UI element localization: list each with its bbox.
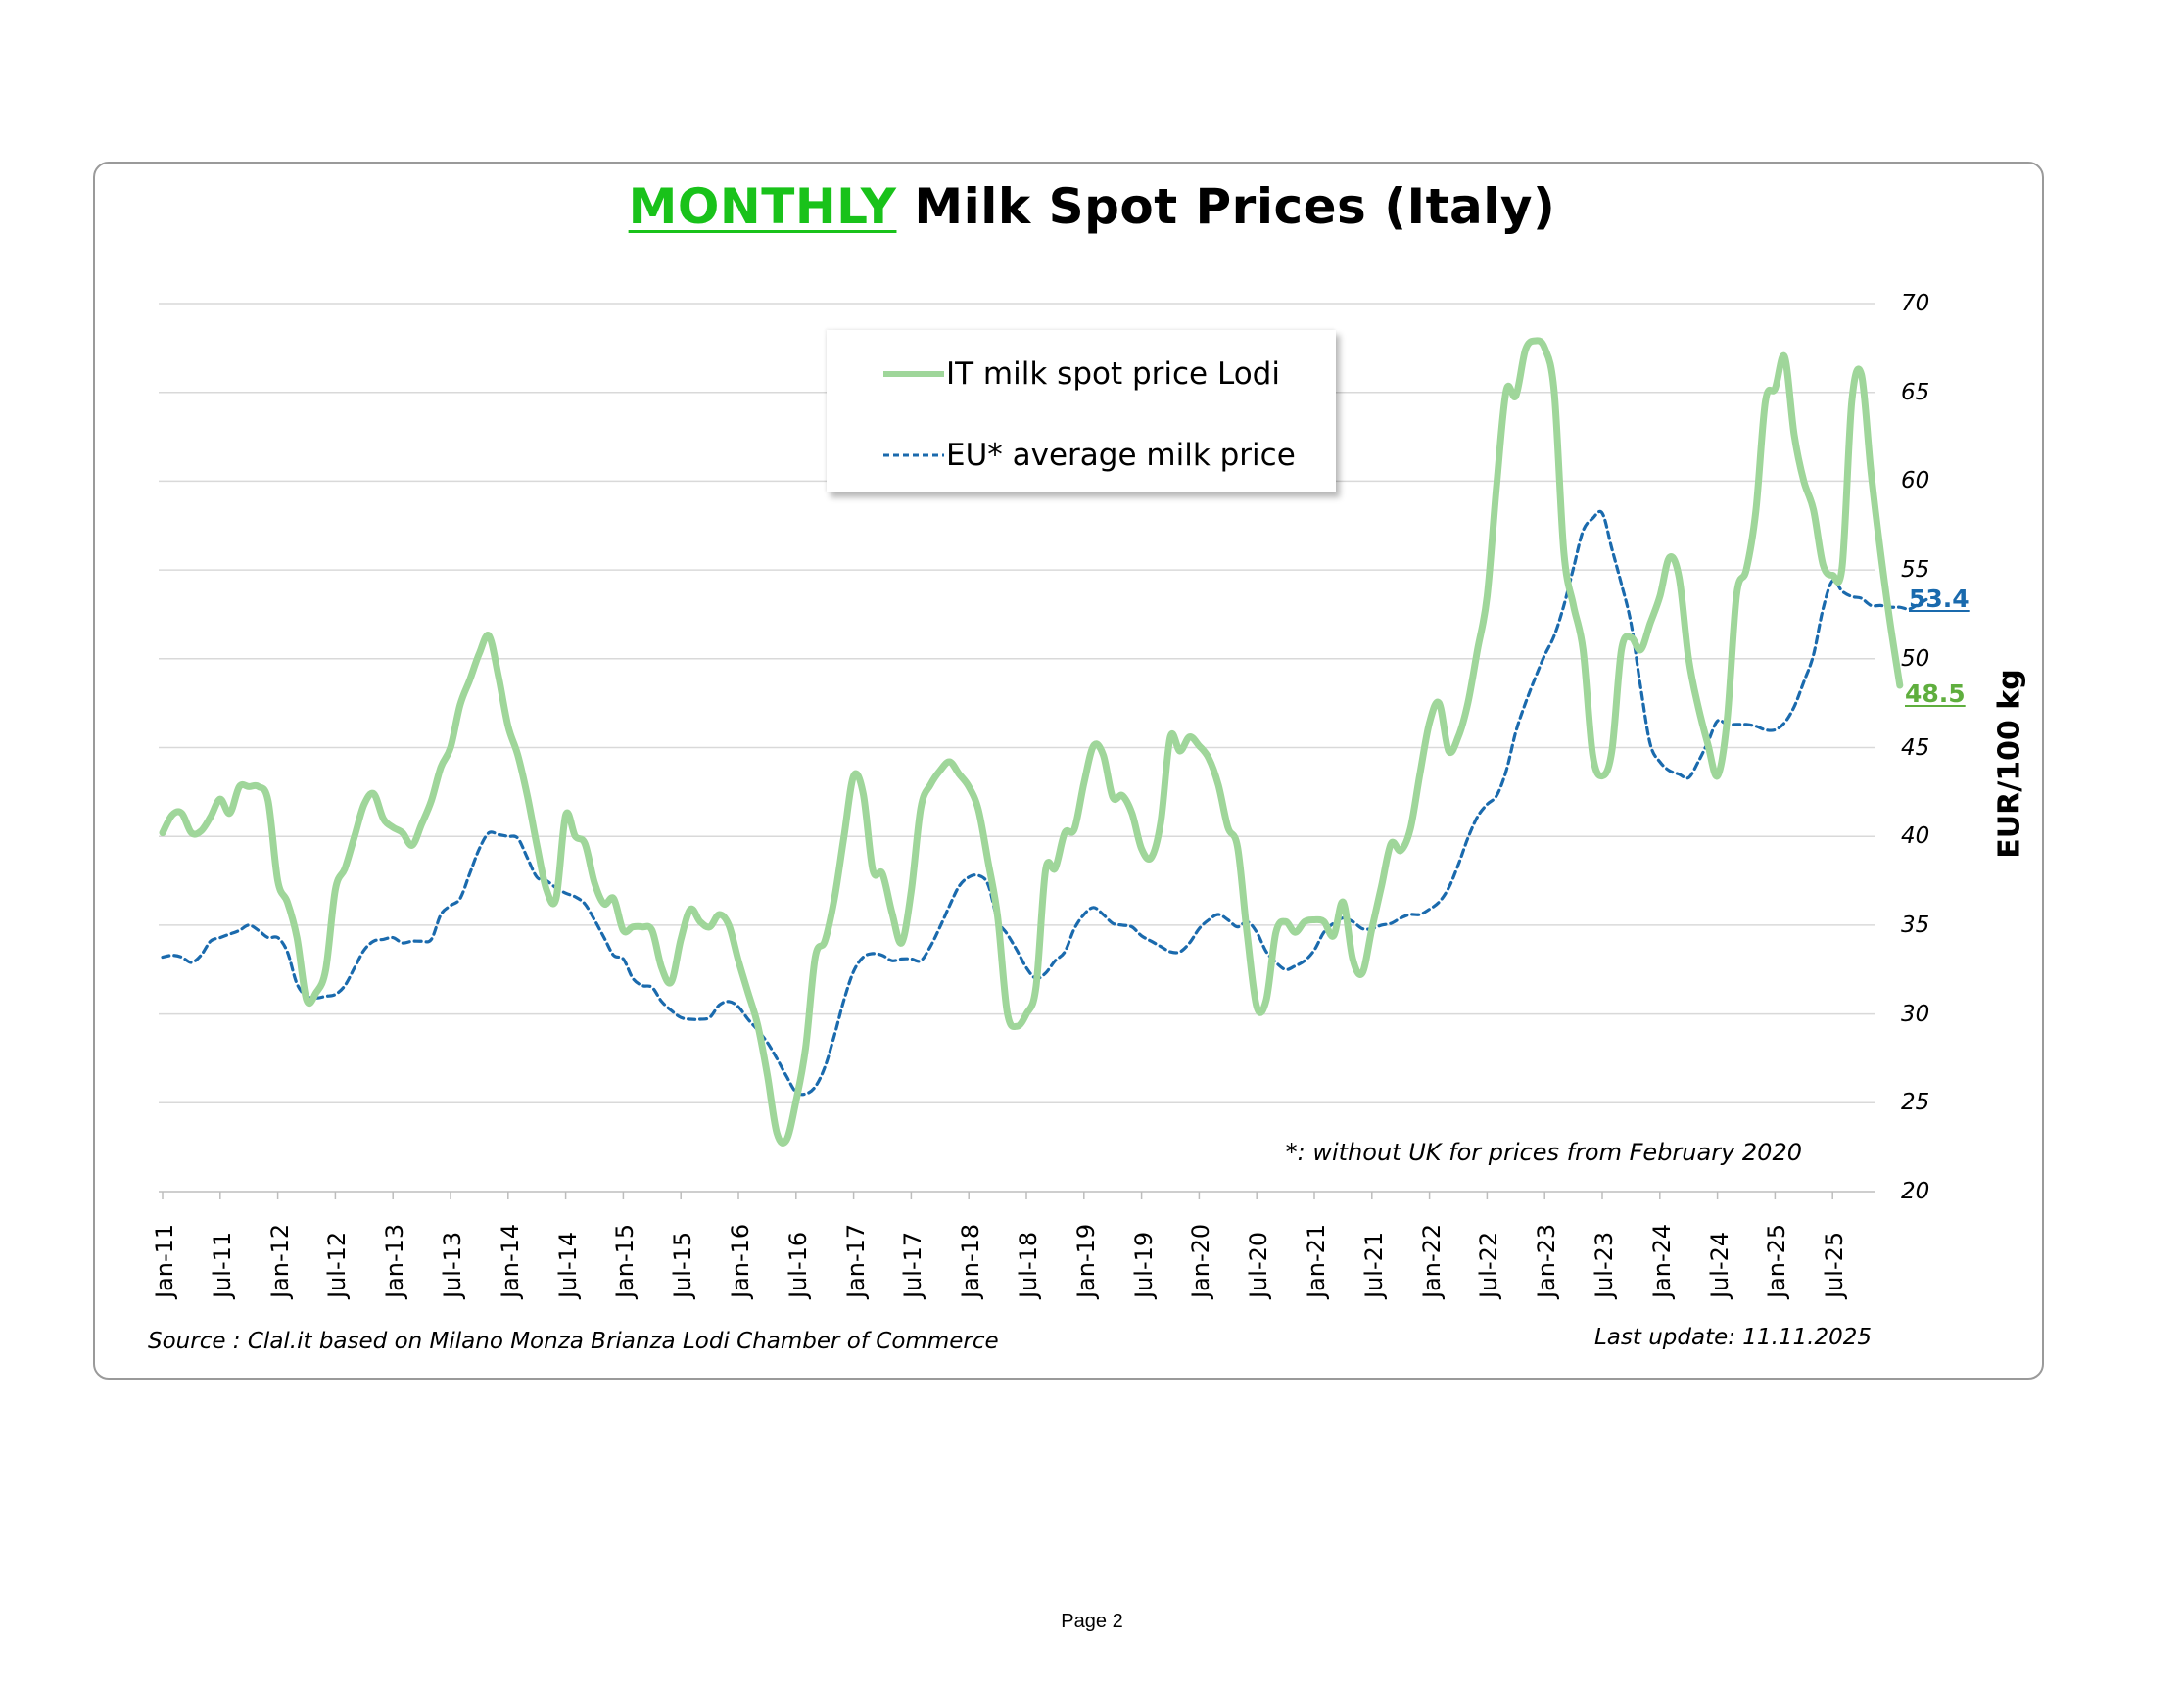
- x-tick-label: Jan-21: [1303, 1223, 1330, 1298]
- source-note: Source : Clal.it based on Milano Monza B…: [148, 1329, 999, 1354]
- end-value-eu: 53.4: [1909, 585, 1970, 613]
- x-tick-label: Jul-14: [553, 1231, 582, 1298]
- x-tick-label: Jul-17: [899, 1231, 927, 1298]
- y-tick-label: 25: [1901, 1090, 1930, 1116]
- x-tick-label: Jul-20: [1245, 1231, 1273, 1298]
- legend-label-eu: EU* average milk price: [946, 438, 1296, 473]
- legend-swatch-eu: [883, 453, 944, 457]
- y-tick-label: 45: [1901, 734, 1930, 761]
- x-axis: [162, 1192, 1833, 1199]
- x-tick-label: Jan-18: [957, 1223, 985, 1298]
- series-it-milk-spot: [159, 337, 1904, 1147]
- x-tick-label: Jul-15: [669, 1231, 697, 1298]
- x-tick-label: Jan-15: [611, 1223, 640, 1298]
- x-tick-label: Jul-25: [1821, 1231, 1849, 1298]
- x-tick-label: Jan-14: [496, 1223, 524, 1298]
- y-tick-label: 60: [1901, 468, 1930, 494]
- last-update: Last update: 11.11.2025: [1593, 1325, 1872, 1350]
- x-tick-label: Jul-13: [439, 1231, 466, 1298]
- x-tick-label: Jul-23: [1591, 1231, 1618, 1298]
- gridlines: [159, 303, 1875, 1193]
- x-tick-label: Jan-11: [151, 1223, 178, 1298]
- x-tick-label: Jan-25: [1763, 1223, 1791, 1298]
- y-axis-label: EUR/100 kg: [1992, 669, 2027, 859]
- x-tick-label: Jan-12: [265, 1223, 294, 1298]
- y-tick-label: 30: [1901, 1001, 1930, 1027]
- x-tick-label: Jan-23: [1533, 1223, 1561, 1298]
- x-tick-label: Jan-16: [727, 1223, 754, 1298]
- x-tick-label: Jul-21: [1359, 1231, 1388, 1298]
- x-tick-label: Jul-11: [208, 1231, 236, 1298]
- x-tick-label: Jan-19: [1071, 1223, 1100, 1298]
- chart-title: MONTHLY Milk Spot Prices (Italy): [0, 178, 2184, 235]
- x-tick-label: Jan-20: [1187, 1223, 1215, 1298]
- x-tick-label: Jan-24: [1647, 1223, 1676, 1298]
- y-tick-label: 40: [1901, 823, 1930, 850]
- x-tick-label: Jan-22: [1417, 1223, 1446, 1298]
- page-number: Page 2: [1061, 1611, 1123, 1632]
- legend-swatch-it: [883, 371, 944, 377]
- x-tick-label: Jul-19: [1129, 1231, 1158, 1298]
- legend: IT milk spot price Lodi EU* average milk…: [827, 330, 1336, 492]
- x-tick-label: Jul-24: [1705, 1231, 1733, 1298]
- x-tick-label: Jul-22: [1475, 1231, 1503, 1298]
- legend-label-it: IT milk spot price Lodi: [946, 356, 1280, 392]
- series-lines: [159, 337, 1930, 1147]
- x-tick-label: Jul-16: [783, 1231, 812, 1298]
- title-rest: Milk Spot Prices (Italy): [896, 178, 1556, 235]
- x-tick-label: Jul-12: [323, 1231, 352, 1298]
- y-tick-label: 70: [1901, 291, 1930, 316]
- y-tick-label: 50: [1901, 645, 1930, 672]
- end-value-it: 48.5: [1905, 679, 1966, 708]
- x-tick-label: Jul-18: [1015, 1231, 1042, 1298]
- y-tick-label: 35: [1901, 912, 1930, 938]
- y-tick-label: 55: [1901, 557, 1930, 584]
- footnote: *: without UK for prices from February 2…: [1285, 1139, 1802, 1166]
- title-highlight: MONTHLY: [628, 178, 897, 235]
- x-tick-label: Jan-13: [381, 1223, 409, 1298]
- x-tick-label: Jan-17: [841, 1223, 870, 1298]
- y-tick-label: 65: [1901, 379, 1930, 405]
- y-tick-label: 20: [1901, 1179, 1930, 1204]
- legend-item-eu: EU* average milk price: [827, 431, 1336, 480]
- legend-item-it: IT milk spot price Lodi: [827, 350, 1336, 398]
